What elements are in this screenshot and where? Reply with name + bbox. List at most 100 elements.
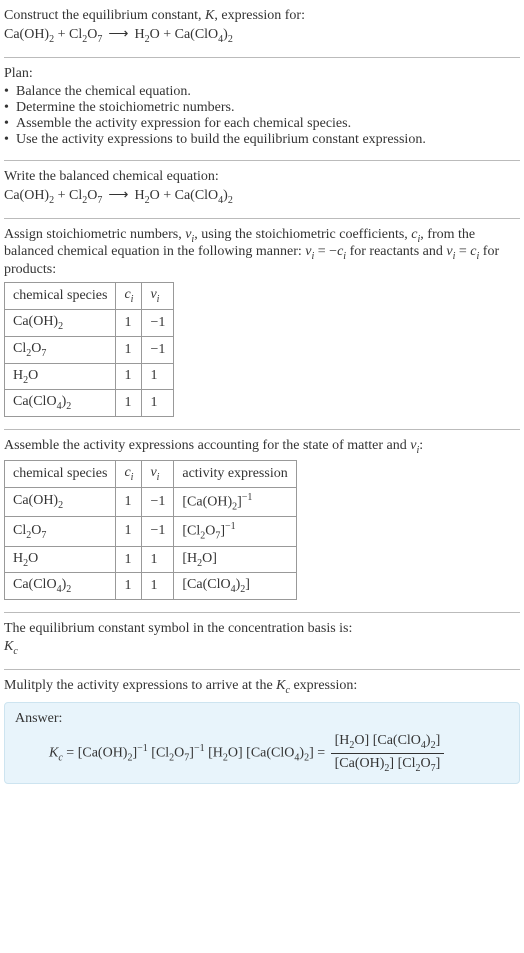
table-header-row: chemical species ci νi activity expressi… <box>5 460 297 487</box>
ax: [Cl <box>182 524 200 539</box>
sp-sub: 2 <box>58 500 63 511</box>
t4: for reactants and <box>346 244 446 259</box>
cell-species: H2O <box>5 546 116 573</box>
ax: [Ca(OH) <box>182 494 232 509</box>
ax: O <box>205 524 215 539</box>
assign-section: Assign stoichiometric numbers, νi, using… <box>4 218 520 430</box>
K: K <box>276 678 285 693</box>
th-ci-sub: i <box>131 294 134 305</box>
plan-b1: Balance the chemical equation. <box>16 84 191 100</box>
cell-activity: [H2O] <box>174 546 296 573</box>
table-row: Cl2O7 1 −1 <box>5 336 174 363</box>
sp-sub: 2 <box>66 401 71 412</box>
cell-c: 1 <box>116 363 142 390</box>
ax: [H <box>182 551 197 566</box>
cell-v: 1 <box>142 573 174 600</box>
cell-species: Ca(ClO4)2 <box>5 573 116 600</box>
Kc: c <box>13 646 17 657</box>
stoich-table: chemical species ci νi Ca(OH)2 1 −1 Cl2O… <box>4 282 174 417</box>
th-activity: activity expression <box>174 460 296 487</box>
cell-activity: [Cl2O7]−1 <box>174 517 296 546</box>
cell-c: 1 <box>116 573 142 600</box>
answer-box: Answer: Kc = [Ca(OH)2]−1 [Cl2O7]−1 [H2O]… <box>4 702 520 785</box>
t1: Assemble the activity expressions accoun… <box>4 438 410 453</box>
table-row: Cl2O7 1 −1 [Cl2O7]−1 <box>5 517 297 546</box>
cell-v: 1 <box>142 363 174 390</box>
table-row: H2O 1 1 [H2O] <box>5 546 297 573</box>
sp-sub: 7 <box>41 529 46 540</box>
plan-title: Plan: <box>4 66 520 82</box>
eq2: = <box>314 745 329 760</box>
th-species: chemical species <box>5 283 116 310</box>
sp-sub: 7 <box>41 348 46 359</box>
ax: O] <box>202 551 217 566</box>
intro-text-2: , expression for: <box>214 8 305 23</box>
cell-c: 1 <box>116 336 142 363</box>
lhs2b: O <box>87 27 97 42</box>
fraction: [H2O] [Ca(ClO4)2][Ca(OH)2] [Cl2O7] <box>331 733 445 774</box>
lhs2: Cl <box>69 188 82 203</box>
plus1: + <box>54 188 69 203</box>
rhs1: H <box>134 188 144 203</box>
lhs1: Ca(OH) <box>4 188 49 203</box>
bullet-icon: • <box>4 100 16 116</box>
plus1: + <box>54 27 69 42</box>
cell-activity: [Ca(ClO4)2] <box>174 573 296 600</box>
th-vi: νi <box>142 283 174 310</box>
cell-v: 1 <box>142 546 174 573</box>
cell-c: 1 <box>116 309 142 336</box>
ax-sup: −1 <box>242 492 253 503</box>
table-header-row: chemical species ci νi <box>5 283 174 310</box>
d1: [Ca(OH) <box>335 756 385 771</box>
table-row: Ca(OH)2 1 −1 <box>5 309 174 336</box>
sp: H <box>13 551 23 566</box>
intro-K: K <box>205 8 214 23</box>
cell-species: Ca(OH)2 <box>5 309 116 336</box>
cell-v: 1 <box>142 390 174 417</box>
rhs2b-sub: 2 <box>228 195 233 206</box>
cell-species: Cl2O7 <box>5 336 116 363</box>
p2sup: −1 <box>194 743 205 754</box>
sp: O <box>28 368 38 383</box>
table-row: H2O 1 1 <box>5 363 174 390</box>
t1: Assign stoichiometric numbers, <box>4 227 185 242</box>
sp-sub: 2 <box>66 584 71 595</box>
rhs2: Ca(ClO <box>175 27 219 42</box>
conc-basis-text: The equilibrium constant symbol in the c… <box>4 621 520 637</box>
d2c: ] <box>436 756 441 771</box>
sp: Cl <box>13 523 26 538</box>
assemble-section: Assemble the activity expressions accoun… <box>4 429 520 612</box>
p1: [Ca(OH) <box>78 745 128 760</box>
cell-activity: [Ca(OH)2]−1 <box>174 487 296 516</box>
table-row: Ca(OH)2 1 −1 [Ca(OH)2]−1 <box>5 487 297 516</box>
rhs1b: O <box>150 27 160 42</box>
th-vi-sub: i <box>157 472 160 483</box>
p2b: O <box>174 745 184 760</box>
bullet-icon: • <box>4 132 16 148</box>
plan-section: Plan: •Balance the chemical equation. •D… <box>4 57 520 160</box>
th-ci: ci <box>116 460 142 487</box>
n1b: O] <box>354 733 369 748</box>
intro-line: Construct the equilibrium constant, K, e… <box>4 8 520 24</box>
p2: [Cl <box>151 745 169 760</box>
n2c: ] <box>436 733 441 748</box>
th-species: chemical species <box>5 460 116 487</box>
K: K <box>4 639 13 654</box>
conc-basis-section: The equilibrium constant symbol in the c… <box>4 612 520 669</box>
arrow-icon: ⟶ <box>102 188 134 203</box>
plan-b3: Assemble the activity expression for eac… <box>16 116 351 132</box>
intro-text-1: Construct the equilibrium constant, <box>4 8 205 23</box>
p3: [H <box>208 745 223 760</box>
K: K <box>49 745 58 760</box>
answer-label: Answer: <box>15 711 509 727</box>
bullet-icon: • <box>4 116 16 132</box>
sp: Ca(OH) <box>13 314 58 329</box>
denominator: [Ca(OH)2] [Cl2O7] <box>331 754 445 774</box>
sp: Ca(OH) <box>13 493 58 508</box>
sp: O <box>31 341 41 356</box>
lhs2b: O <box>87 188 97 203</box>
eq1b: = − <box>314 244 337 259</box>
cell-c: 1 <box>116 390 142 417</box>
sp: O <box>28 551 38 566</box>
cell-c: 1 <box>116 546 142 573</box>
